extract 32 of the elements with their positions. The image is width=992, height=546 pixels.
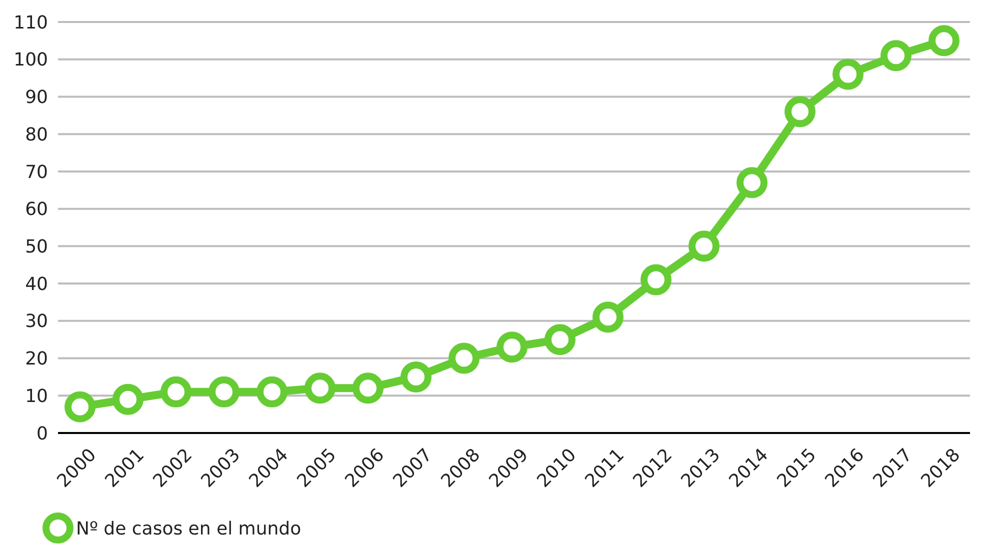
point [256, 376, 288, 408]
y-tick-label: 30 [25, 311, 48, 332]
point [496, 332, 528, 363]
y-tick-label: 110 [14, 12, 48, 34]
point [832, 58, 864, 90]
y-tick-label: 10 [25, 386, 48, 407]
y-tick-label: 50 [25, 236, 48, 258]
point [592, 302, 624, 333]
y-tick-label: 70 [25, 162, 48, 183]
point [928, 25, 960, 56]
y-tick-label: 60 [25, 199, 48, 220]
legend-label: Nº de casos en el mundo [76, 518, 302, 540]
point [400, 361, 432, 392]
y-tick-label: 90 [25, 87, 48, 108]
point [208, 376, 240, 408]
point [304, 372, 336, 404]
y-tick-label: 20 [25, 348, 48, 370]
y-tick-label: 80 [25, 124, 48, 146]
point [544, 324, 576, 356]
y-tick-label: 0 [36, 423, 48, 444]
point [160, 376, 192, 408]
y-tick-label: 40 [25, 274, 48, 295]
point [64, 391, 96, 422]
point [688, 230, 720, 262]
y-tick-label: 100 [14, 50, 48, 71]
point [880, 40, 912, 72]
point [352, 372, 384, 404]
point [112, 384, 144, 415]
point [736, 167, 768, 198]
point [448, 342, 480, 374]
point [640, 264, 672, 296]
point [784, 96, 816, 128]
